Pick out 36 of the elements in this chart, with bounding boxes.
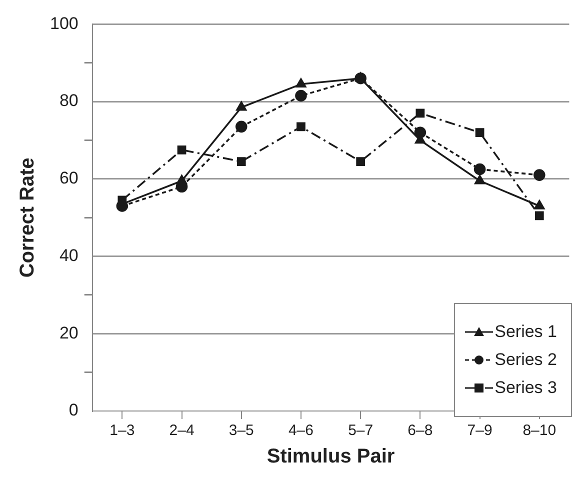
x-tick-label: 4–6 bbox=[288, 422, 314, 440]
legend-label: Series 2 bbox=[494, 350, 557, 370]
y-tick-label: 80 bbox=[59, 91, 78, 110]
point bbox=[534, 169, 546, 181]
y-tick-label: 100 bbox=[50, 14, 78, 33]
point bbox=[236, 101, 247, 111]
x-tick-label: 5–7 bbox=[348, 422, 374, 440]
point bbox=[296, 122, 306, 132]
point bbox=[475, 128, 484, 137]
y-tick-label: 0 bbox=[68, 400, 78, 420]
point bbox=[356, 157, 366, 166]
legend-label: Series 1 bbox=[494, 322, 557, 342]
point bbox=[355, 72, 366, 82]
point bbox=[474, 163, 486, 176]
point bbox=[534, 211, 544, 220]
y-tick-label: 20 bbox=[59, 323, 78, 342]
y-tick-label: 40 bbox=[59, 246, 78, 265]
x-tick-label: 6–8 bbox=[408, 422, 433, 440]
point bbox=[176, 174, 187, 184]
point bbox=[474, 174, 486, 184]
point bbox=[534, 200, 545, 210]
x-tick-label: 8–10 bbox=[522, 422, 556, 440]
x-axis-title: Stimulus Pair bbox=[266, 446, 395, 468]
point bbox=[236, 157, 246, 166]
legend-label: Series 3 bbox=[494, 378, 557, 398]
x-tick-label: 2–4 bbox=[169, 422, 194, 440]
point bbox=[296, 78, 306, 88]
point bbox=[177, 145, 186, 154]
point bbox=[295, 90, 307, 102]
y-axis-title: Correct Rate bbox=[16, 158, 39, 278]
y-tick-label: 60 bbox=[59, 168, 78, 188]
x-tick-label: 3–5 bbox=[228, 422, 254, 440]
point bbox=[235, 120, 248, 133]
point bbox=[416, 108, 425, 118]
x-tick-label: 7–9 bbox=[467, 422, 492, 440]
x-tick-label: 1–3 bbox=[110, 422, 135, 440]
